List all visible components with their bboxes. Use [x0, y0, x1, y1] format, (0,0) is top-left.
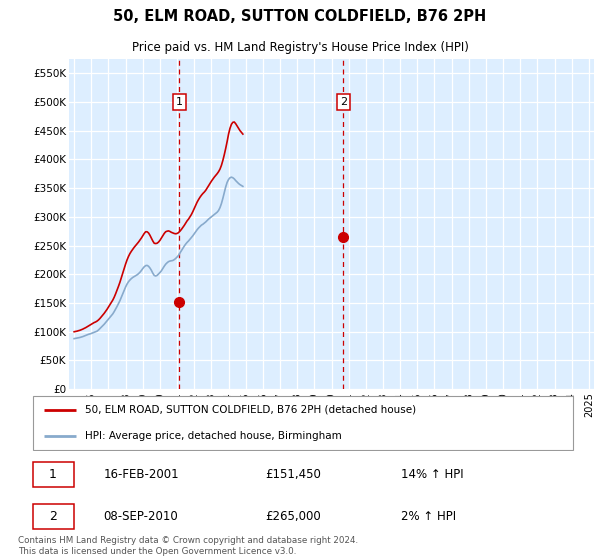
Text: Contains HM Land Registry data © Crown copyright and database right 2024.
This d: Contains HM Land Registry data © Crown c… — [18, 536, 358, 556]
Text: 2: 2 — [340, 97, 347, 107]
Text: HPI: Average price, detached house, Birmingham: HPI: Average price, detached house, Birm… — [85, 431, 341, 441]
Text: 08-SEP-2010: 08-SEP-2010 — [104, 510, 178, 523]
Text: 1: 1 — [49, 468, 57, 481]
Text: £265,000: £265,000 — [265, 510, 320, 523]
Text: 2% ↑ HPI: 2% ↑ HPI — [401, 510, 457, 523]
Text: Price paid vs. HM Land Registry's House Price Index (HPI): Price paid vs. HM Land Registry's House … — [131, 41, 469, 54]
Text: 14% ↑ HPI: 14% ↑ HPI — [401, 468, 464, 481]
Text: 2: 2 — [49, 510, 57, 523]
FancyBboxPatch shape — [33, 462, 74, 487]
Text: 50, ELM ROAD, SUTTON COLDFIELD, B76 2PH: 50, ELM ROAD, SUTTON COLDFIELD, B76 2PH — [113, 9, 487, 24]
Text: 1: 1 — [176, 97, 182, 107]
FancyBboxPatch shape — [33, 396, 573, 450]
FancyBboxPatch shape — [33, 504, 74, 529]
Text: £151,450: £151,450 — [265, 468, 320, 481]
Text: 50, ELM ROAD, SUTTON COLDFIELD, B76 2PH (detached house): 50, ELM ROAD, SUTTON COLDFIELD, B76 2PH … — [85, 405, 416, 415]
Text: 16-FEB-2001: 16-FEB-2001 — [104, 468, 179, 481]
